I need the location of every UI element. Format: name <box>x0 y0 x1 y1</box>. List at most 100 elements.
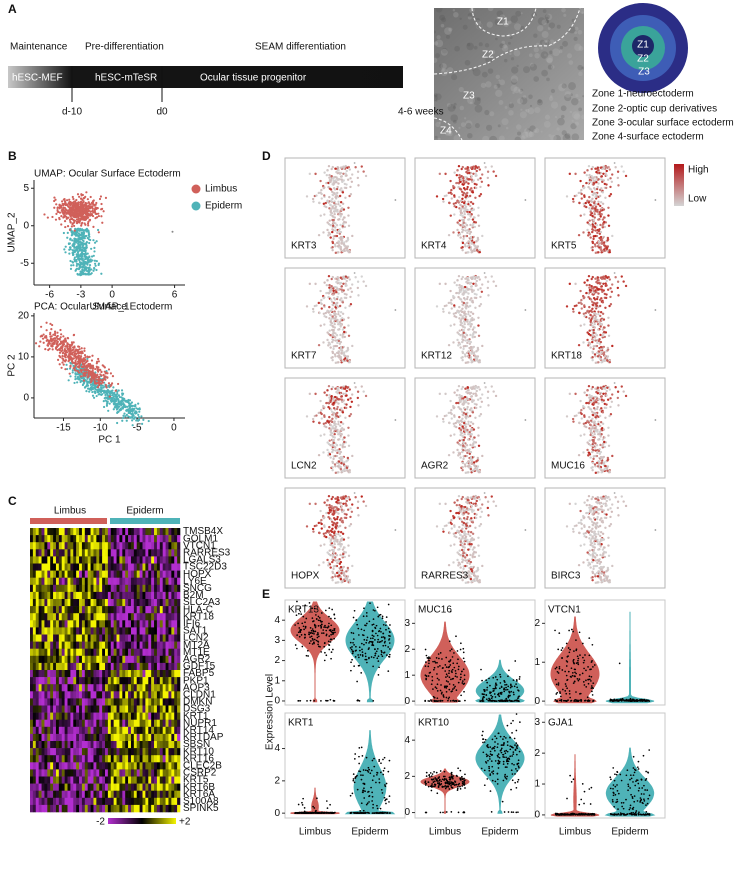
point <box>351 173 353 175</box>
heat-cell <box>119 649 122 656</box>
heat-cell <box>76 784 79 791</box>
heat-cell <box>174 613 177 620</box>
heat-cell <box>143 762 146 769</box>
heat-cell <box>82 677 85 684</box>
point <box>81 206 83 208</box>
heat-cell <box>99 691 102 698</box>
texture <box>498 124 501 127</box>
heat-cell <box>163 755 166 762</box>
heat-cell <box>62 585 65 592</box>
heat-cell <box>30 762 33 769</box>
heat-cell <box>174 698 177 705</box>
heat-cell <box>50 571 53 578</box>
point <box>78 268 80 270</box>
point <box>116 408 118 410</box>
heat-cell <box>160 727 163 734</box>
heat-cell <box>88 656 91 663</box>
heat-cell <box>168 556 171 563</box>
heat-cell <box>85 670 88 677</box>
heat-cell <box>151 805 154 812</box>
heat-cell <box>166 663 169 670</box>
heat-cell <box>53 706 56 713</box>
texture <box>541 131 543 133</box>
heat-cell <box>30 564 33 571</box>
heat-cell <box>93 592 96 599</box>
heat-cell <box>30 585 33 592</box>
heat-cell <box>128 784 131 791</box>
heat-cell <box>105 748 108 755</box>
heat-cell <box>30 791 33 798</box>
heat-cell <box>47 791 50 798</box>
heat-cell <box>53 691 56 698</box>
point <box>343 241 345 243</box>
heat-cell <box>68 606 71 613</box>
heat-cell <box>134 691 137 698</box>
point <box>337 245 339 247</box>
heat-cell <box>65 571 68 578</box>
heat-cell <box>62 698 65 705</box>
heat-cell <box>91 791 94 798</box>
heat-cell <box>174 578 177 585</box>
heat-cell <box>114 635 117 642</box>
heat-cell <box>73 791 76 798</box>
point <box>47 345 49 347</box>
heat-cell <box>128 613 131 620</box>
heat-cell <box>91 663 94 670</box>
heat-cell <box>39 549 42 556</box>
heat-cell <box>122 620 125 627</box>
heat-cell <box>30 649 33 656</box>
heat-cell <box>151 798 154 805</box>
heat-cell <box>65 769 68 776</box>
heat-cell <box>33 684 36 691</box>
heat-cell <box>99 620 102 627</box>
heat-cell <box>163 777 166 784</box>
point <box>49 323 51 325</box>
heat-cell <box>76 642 79 649</box>
point <box>56 340 58 342</box>
heat-cell <box>166 670 169 677</box>
heat-cell <box>134 741 137 748</box>
heat-cell <box>131 564 134 571</box>
heat-cell <box>171 713 174 720</box>
point <box>462 177 464 179</box>
heat-cell <box>96 713 99 720</box>
y-tick-label: 0 <box>23 393 29 404</box>
heat-cell <box>108 748 111 755</box>
heat-cell <box>125 578 128 585</box>
point <box>448 202 450 204</box>
heat-cell <box>108 542 111 549</box>
heat-cell <box>70 606 73 613</box>
heat-cell <box>174 684 177 691</box>
heat-cell <box>39 656 42 663</box>
heat-cell <box>145 691 148 698</box>
point <box>88 210 90 212</box>
point <box>42 338 44 340</box>
heat-cell <box>65 663 68 670</box>
heat-cell <box>82 620 85 627</box>
zone-label: Z4 <box>440 126 452 137</box>
point <box>92 395 94 397</box>
texture <box>488 5 494 11</box>
heat-cell <box>44 805 47 812</box>
heat-cell <box>171 691 174 698</box>
heat-cell <box>39 578 42 585</box>
point <box>79 361 81 363</box>
heat-cell <box>68 798 71 805</box>
point <box>345 187 347 189</box>
heat-cell <box>119 585 122 592</box>
heat-cell <box>68 706 71 713</box>
point <box>83 261 85 263</box>
point <box>64 368 66 370</box>
heat-cell <box>36 741 39 748</box>
heat-cell <box>36 627 39 634</box>
heat-cell <box>50 656 53 663</box>
texture <box>451 74 457 80</box>
point <box>461 205 463 207</box>
heat-cell <box>151 627 154 634</box>
point <box>74 364 76 366</box>
point <box>64 220 66 222</box>
heat-cell <box>128 663 131 670</box>
heat-cell <box>96 791 99 798</box>
heat-cell <box>42 578 45 585</box>
heat-cell <box>163 649 166 656</box>
